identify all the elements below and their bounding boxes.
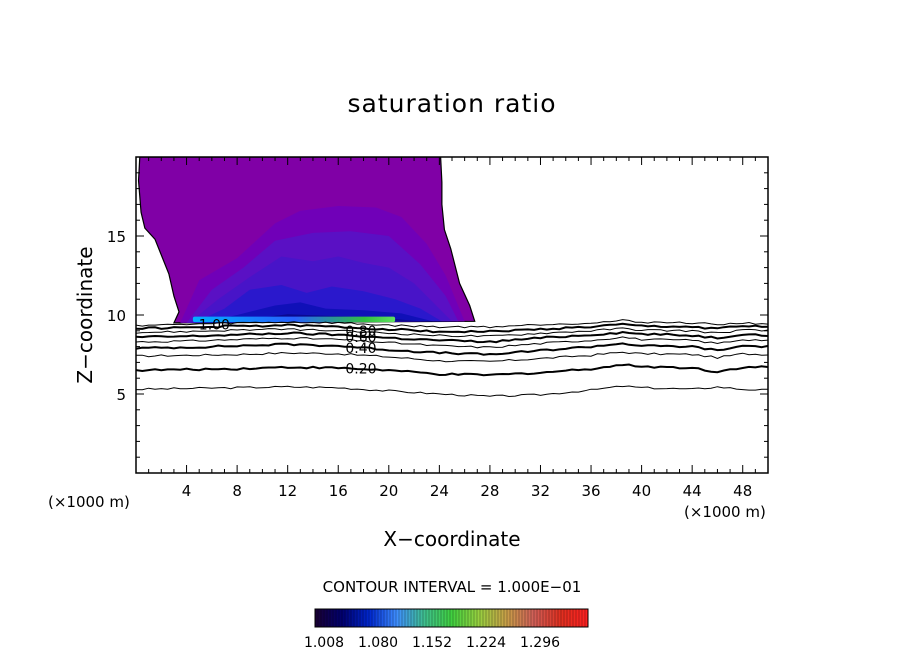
contour-line-6 <box>136 330 768 344</box>
axis-ticks <box>136 157 768 473</box>
x-unit-label-right: (×1000 m) <box>684 503 766 521</box>
x-tick-label: 44 <box>683 482 702 500</box>
contour-lines <box>136 319 768 398</box>
x-tick-label: 24 <box>430 482 449 500</box>
contour-line-1 <box>136 385 768 398</box>
x-tick-label: 48 <box>733 482 752 500</box>
x-tick-label: 20 <box>379 482 398 500</box>
chart-title: saturation ratio <box>347 89 556 118</box>
y-axis-label: Z−coordinate <box>73 246 97 383</box>
contour-line-2 <box>136 363 768 377</box>
x-tick-label: 32 <box>531 482 550 500</box>
contour-line-5 <box>136 336 768 349</box>
contour-labels: 1.00 0.800.600.40 0.20 <box>199 317 377 377</box>
x-tick-label: 36 <box>581 482 600 500</box>
contour-label: 1.00 <box>199 317 230 333</box>
contour-interval-label: CONTOUR INTERVAL = 1.000E−01 <box>323 578 582 596</box>
colorbar-hatching <box>317 609 586 627</box>
contour-line-4 <box>136 342 768 356</box>
x-unit-label-left: (×1000 m) <box>48 493 130 511</box>
y-tick-label: 15 <box>107 228 126 246</box>
contour-label: 0.20 <box>345 362 376 378</box>
contour-label: 0.60 <box>345 330 376 346</box>
y-tick-label: 5 <box>116 386 126 404</box>
colorbar-tick-label: 1.152 <box>412 635 452 651</box>
colorbar-tick-label: 1.008 <box>304 635 344 651</box>
colorbar-tick-label: 1.296 <box>520 635 560 651</box>
colorbar <box>314 608 589 628</box>
contour-line-9 <box>136 319 768 329</box>
x-tick-label: 40 <box>632 482 651 500</box>
contour-label: 0.80 <box>345 324 376 340</box>
supersaturation-band <box>192 316 396 323</box>
x-tick-label: 4 <box>182 482 192 500</box>
colorbar-tick-label: 1.080 <box>358 635 398 651</box>
x-axis-label: X−coordinate <box>383 527 520 551</box>
contour-line-8 <box>136 322 768 334</box>
contour-label: 0.40 <box>345 341 376 357</box>
colorbar-tick-labels: 1.008 1.080 1.152 1.224 1.296 <box>304 635 560 651</box>
y-tick-label: 10 <box>107 307 126 325</box>
x-tick-labels: 4 8 12 16 20 24 28 32 36 40 44 48 <box>182 482 752 500</box>
x-tick-label: 12 <box>278 482 297 500</box>
filled-region <box>137 157 476 324</box>
x-tick-label: 28 <box>480 482 499 500</box>
colorbar-tick-label: 1.224 <box>466 635 506 651</box>
y-tick-labels: 5 10 15 <box>107 228 126 404</box>
x-tick-label: 8 <box>232 482 242 500</box>
x-tick-label: 16 <box>329 482 348 500</box>
contour-line-3 <box>136 351 768 363</box>
contour-line-7 <box>136 327 768 338</box>
